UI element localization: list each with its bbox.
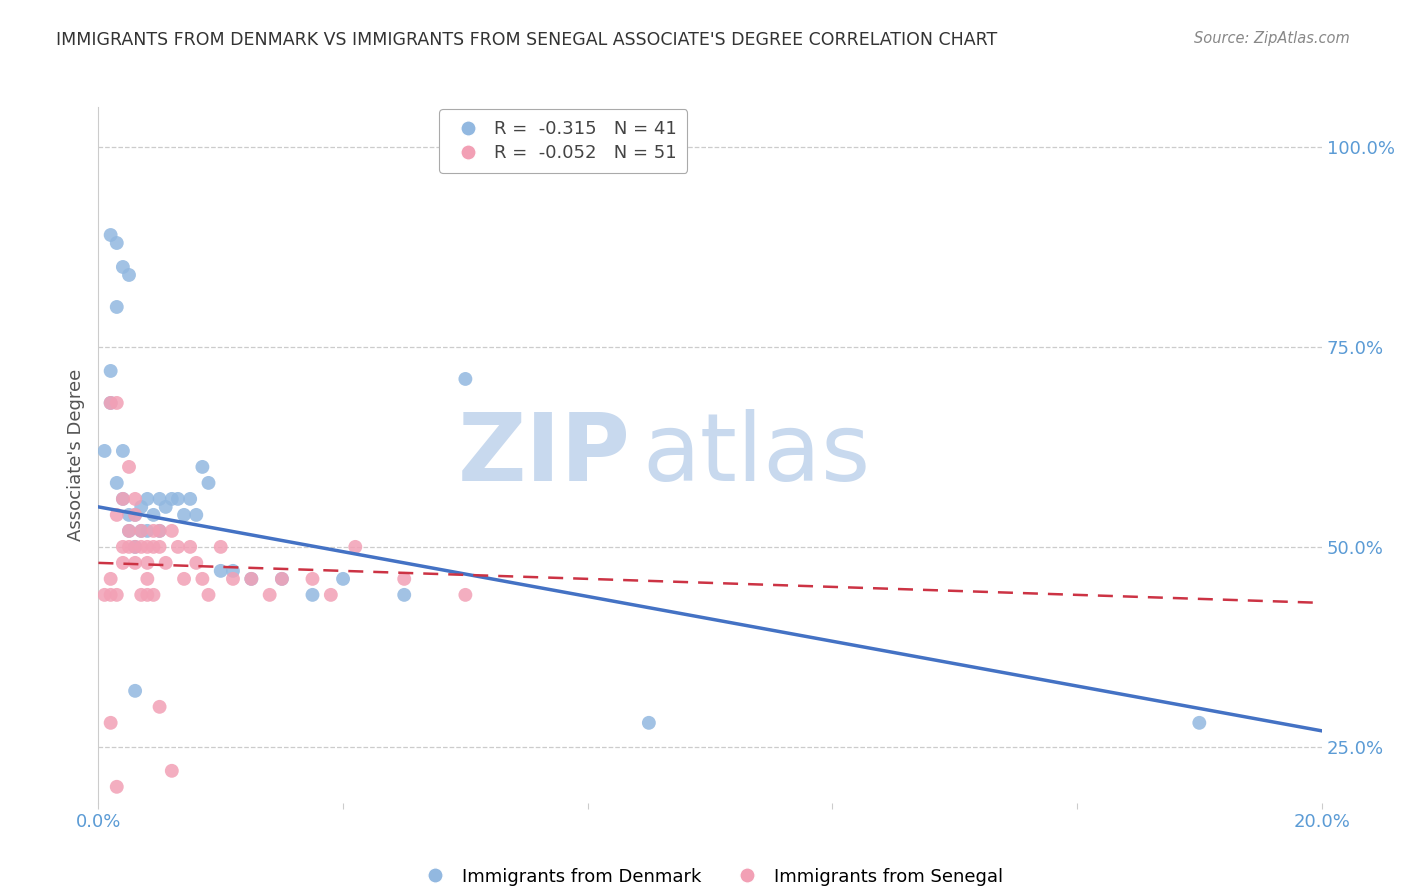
Point [392, 588, 416, 602]
Point [240, 572, 263, 586]
Point [124, 491, 146, 506]
Point [270, 572, 292, 586]
Point [105, 300, 128, 314]
Point [118, 524, 141, 538]
Point [142, 524, 165, 538]
Point [160, 524, 183, 538]
Point [142, 540, 165, 554]
Point [209, 564, 232, 578]
Point [179, 491, 201, 506]
Point [160, 491, 183, 506]
Point [186, 556, 208, 570]
Point [100, 364, 122, 378]
Point [124, 540, 146, 554]
Point [105, 588, 128, 602]
Point [118, 268, 141, 282]
Point [149, 524, 172, 538]
Point [344, 540, 367, 554]
Point [100, 715, 122, 730]
Legend: Immigrants from Denmark, Immigrants from Senegal: Immigrants from Denmark, Immigrants from… [411, 861, 1010, 892]
Point [105, 396, 128, 410]
Point [167, 491, 190, 506]
Point [155, 556, 177, 570]
Point [240, 572, 263, 586]
Point [173, 508, 195, 522]
Point [454, 372, 477, 386]
Point [392, 572, 416, 586]
Point [105, 508, 128, 522]
Point [155, 500, 177, 514]
Point [111, 491, 134, 506]
Point [124, 508, 146, 522]
Point [332, 572, 354, 586]
Point [186, 508, 208, 522]
Point [100, 396, 122, 410]
Point [93, 588, 115, 602]
Point [149, 699, 172, 714]
Text: ZIP: ZIP [457, 409, 630, 501]
Point [100, 396, 122, 410]
Point [319, 588, 342, 602]
Point [111, 260, 134, 274]
Point [301, 572, 323, 586]
Point [100, 572, 122, 586]
Point [259, 588, 281, 602]
Point [124, 556, 146, 570]
Point [129, 540, 152, 554]
Point [105, 780, 128, 794]
Y-axis label: Associate's Degree: Associate's Degree [66, 368, 84, 541]
Point [197, 588, 219, 602]
Point [111, 491, 134, 506]
Point [197, 475, 219, 490]
Point [136, 572, 159, 586]
Point [93, 444, 115, 458]
Point [100, 588, 122, 602]
Point [129, 500, 152, 514]
Point [118, 508, 141, 522]
Point [136, 491, 159, 506]
Point [100, 227, 122, 242]
Text: atlas: atlas [643, 409, 870, 501]
Text: Source: ZipAtlas.com: Source: ZipAtlas.com [1194, 31, 1350, 46]
Point [118, 459, 141, 474]
Point [142, 588, 165, 602]
Point [270, 572, 292, 586]
Text: IMMIGRANTS FROM DENMARK VS IMMIGRANTS FROM SENEGAL ASSOCIATE'S DEGREE CORRELATIO: IMMIGRANTS FROM DENMARK VS IMMIGRANTS FR… [56, 31, 997, 49]
Point [124, 683, 146, 698]
Point [111, 444, 134, 458]
Point [118, 540, 141, 554]
Point [209, 540, 232, 554]
Point [129, 524, 152, 538]
Point [149, 524, 172, 538]
Point [142, 508, 165, 522]
Point [167, 540, 190, 554]
Point [301, 588, 323, 602]
Point [136, 540, 159, 554]
Point [149, 540, 172, 554]
Point [129, 588, 152, 602]
Point [129, 524, 152, 538]
Point [124, 508, 146, 522]
Point [637, 715, 661, 730]
Point [136, 524, 159, 538]
Point [105, 235, 128, 250]
Point [136, 556, 159, 570]
Point [191, 459, 214, 474]
Point [136, 588, 159, 602]
Point [118, 524, 141, 538]
Point [124, 540, 146, 554]
Point [1188, 715, 1211, 730]
Point [111, 540, 134, 554]
Point [149, 491, 172, 506]
Point [160, 764, 183, 778]
Point [173, 572, 195, 586]
Point [454, 588, 477, 602]
Point [222, 572, 245, 586]
Point [111, 556, 134, 570]
Point [105, 475, 128, 490]
Point [222, 564, 245, 578]
Point [179, 540, 201, 554]
Point [191, 572, 214, 586]
